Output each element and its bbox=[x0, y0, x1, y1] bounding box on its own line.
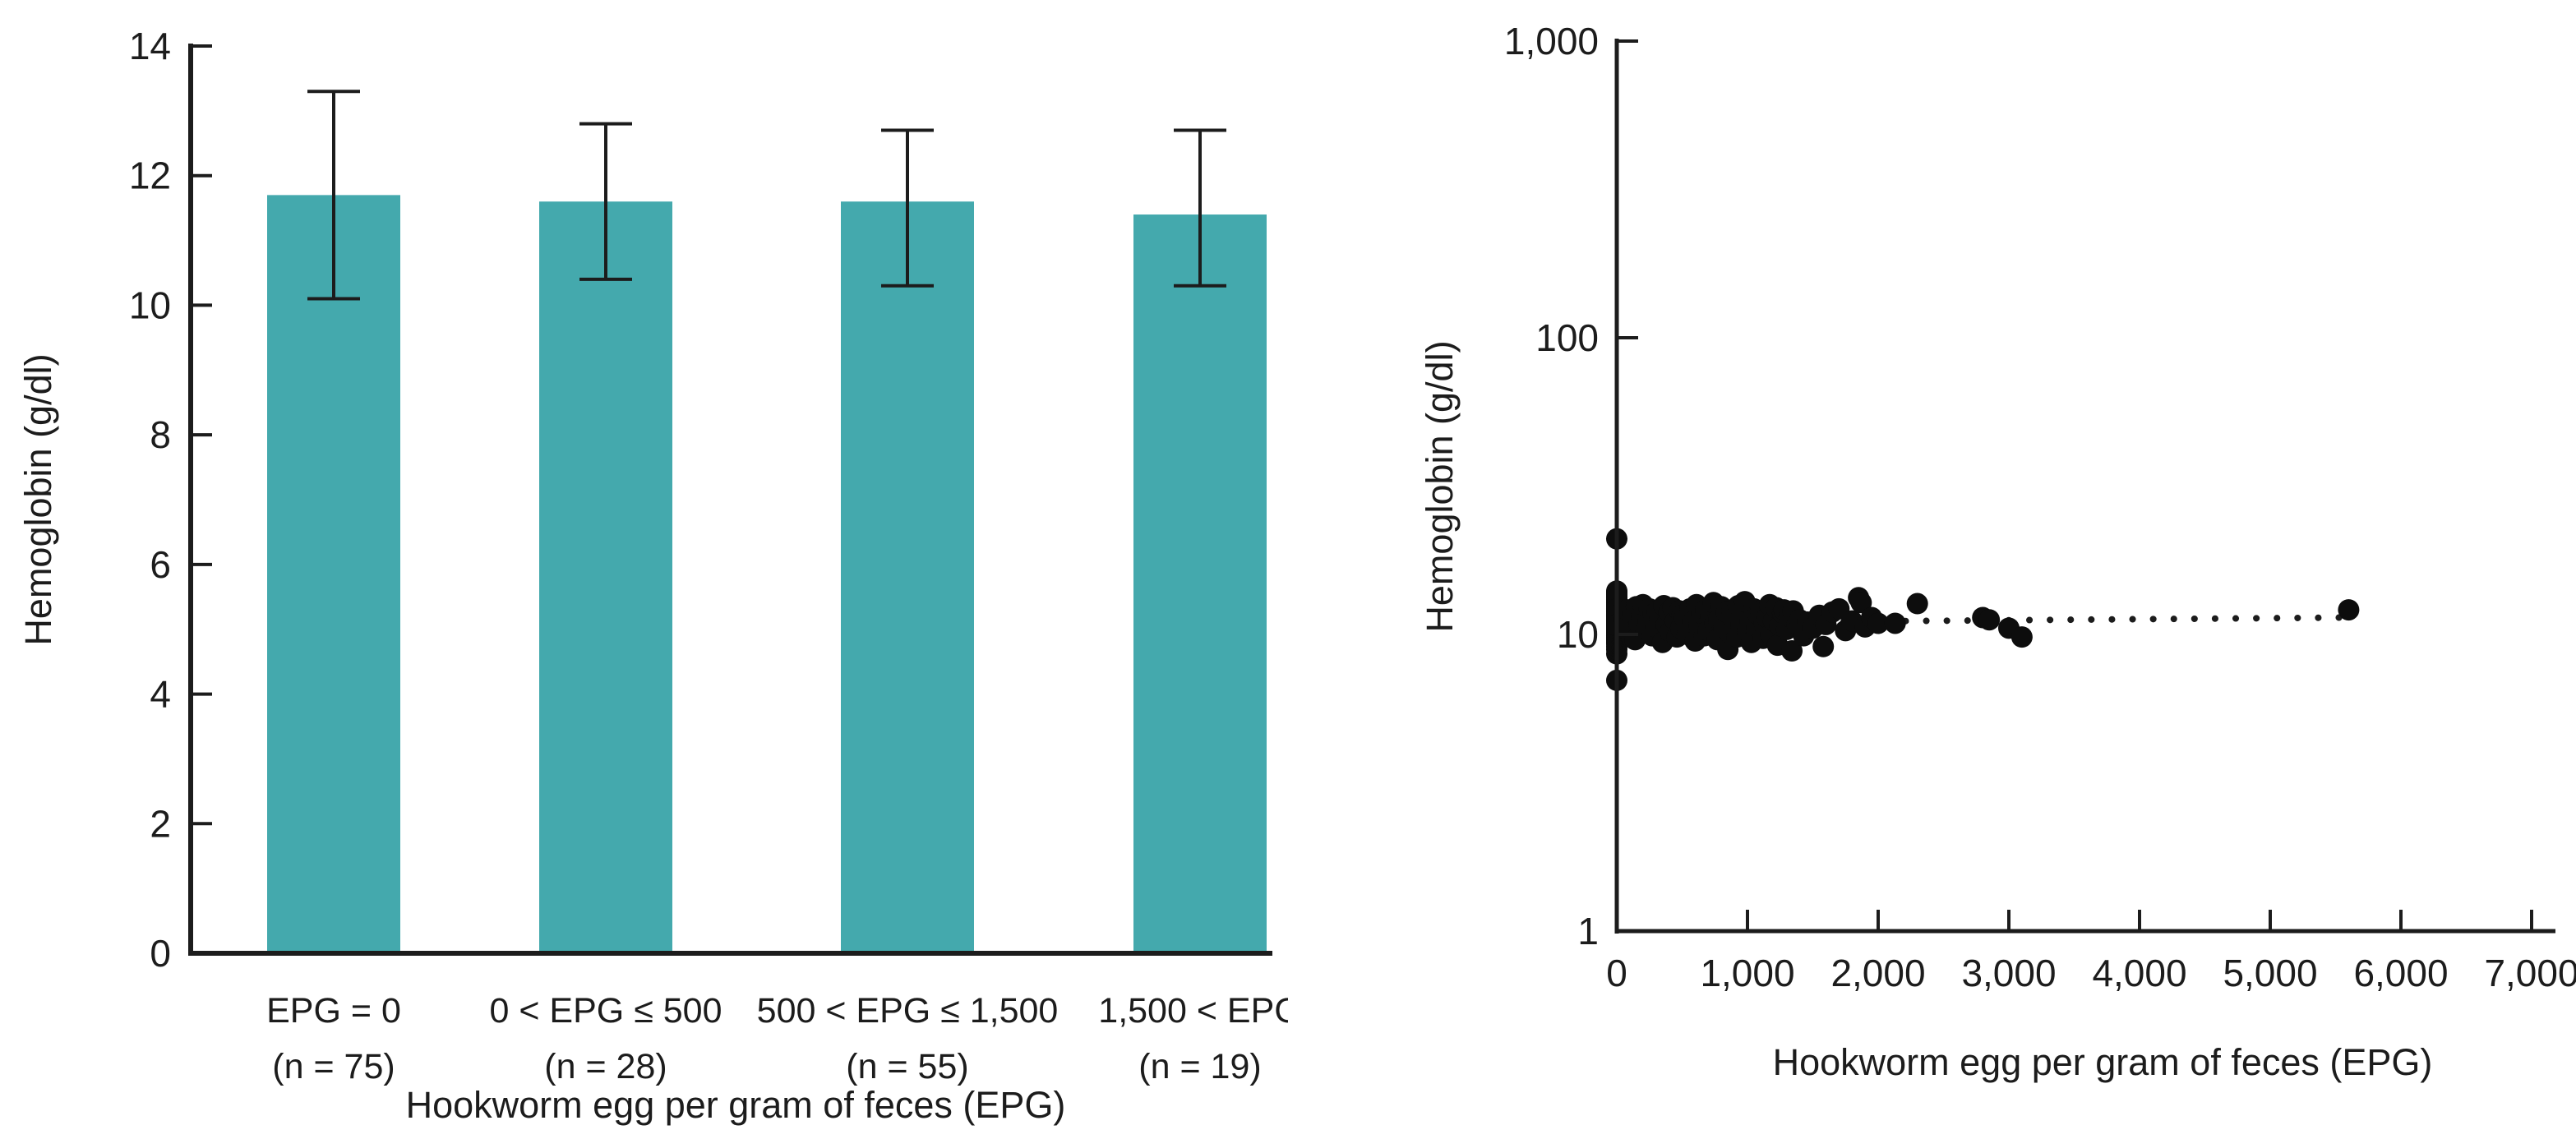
x-category-n-label: (n = 55) bbox=[846, 1047, 968, 1086]
x-category-n-label: (n = 75) bbox=[272, 1047, 395, 1086]
scatter-point bbox=[1781, 640, 1803, 662]
y-axis-title: Hemoglobin (g/dl) bbox=[17, 353, 59, 645]
bar-epg-group-1 bbox=[539, 201, 672, 953]
bar-epg-group-2 bbox=[841, 201, 974, 953]
x-tick-label: 4,000 bbox=[2092, 952, 2186, 994]
bar-epg-group-0 bbox=[267, 195, 400, 953]
x-tick-label: 3,000 bbox=[1961, 952, 2056, 994]
scatter-point bbox=[2010, 626, 2033, 648]
y-tick-label: 1,000 bbox=[1504, 20, 1599, 62]
y-tick-label: 1 bbox=[1577, 910, 1599, 952]
bar-chart-panel: 0 2 4 6 8 10 12 14 EPG = 0 (n = 75) 0 < EPG ≤ 500 (… bbox=[17, 25, 1288, 1126]
x-category-label: EPG = 0 bbox=[266, 991, 401, 1031]
x-category-label: 500 < EPG ≤ 1,500 bbox=[757, 991, 1059, 1031]
y-axis-title: Hemoglobin (g/dl) bbox=[1419, 340, 1461, 632]
x-tick-label: 0 bbox=[1606, 952, 1627, 994]
x-tick-label: 2,000 bbox=[1830, 952, 1925, 994]
x-tick-label: 7,000 bbox=[2484, 952, 2576, 994]
scatter-point bbox=[1884, 612, 1906, 634]
scatter-point bbox=[1812, 635, 1835, 657]
x-category-n-label: (n = 19) bbox=[1138, 1047, 1261, 1086]
x-category-label: 1,500 < EPG bbox=[1098, 991, 1288, 1031]
scatter-chart-panel: 1 10 100 1,000 0 1,000 2,000 3,000 4,000 5,000 6,0… bbox=[1288, 0, 2576, 1139]
x-axis-title: Hookworm egg per gram of feces (EPG) bbox=[1773, 1041, 2433, 1083]
y-tick-label: 8 bbox=[150, 413, 171, 456]
scatter-chart-svg: 1 10 100 1,000 0 1,000 2,000 3,000 4,000 5,000 6,0… bbox=[1419, 20, 2576, 1083]
y-tick-label: 14 bbox=[129, 25, 171, 67]
bar-epg-group-3 bbox=[1133, 214, 1267, 953]
y-tick-label: 12 bbox=[129, 154, 171, 197]
y-tick-label: 100 bbox=[1535, 316, 1599, 359]
scatter-point bbox=[1906, 593, 1928, 615]
y-tick-label: 6 bbox=[150, 543, 171, 586]
x-axis-title: Hookworm egg per gram of feces (EPG) bbox=[406, 1084, 1066, 1126]
y-tick-label: 4 bbox=[150, 673, 171, 716]
x-tick-label: 5,000 bbox=[2223, 952, 2317, 994]
scatter-point bbox=[1867, 612, 1889, 634]
bar-chart-svg: 0 2 4 6 8 10 12 14 EPG = 0 (n = 75) 0 < EPG ≤ 500 (… bbox=[17, 25, 1288, 1126]
y-tick-label: 10 bbox=[1557, 613, 1599, 656]
scatter-point bbox=[2338, 599, 2360, 621]
y-tick-label: 0 bbox=[150, 932, 171, 975]
x-tick-label: 6,000 bbox=[2353, 952, 2448, 994]
scatter-point bbox=[1978, 609, 2001, 631]
scatter-point bbox=[1850, 592, 1872, 614]
x-tick-label: 1,000 bbox=[1700, 952, 1794, 994]
x-category-n-label: (n = 28) bbox=[544, 1047, 667, 1086]
x-category-label: 0 < EPG ≤ 500 bbox=[490, 991, 722, 1031]
y-tick-label: 2 bbox=[150, 802, 171, 845]
y-tick-label: 10 bbox=[129, 284, 171, 326]
